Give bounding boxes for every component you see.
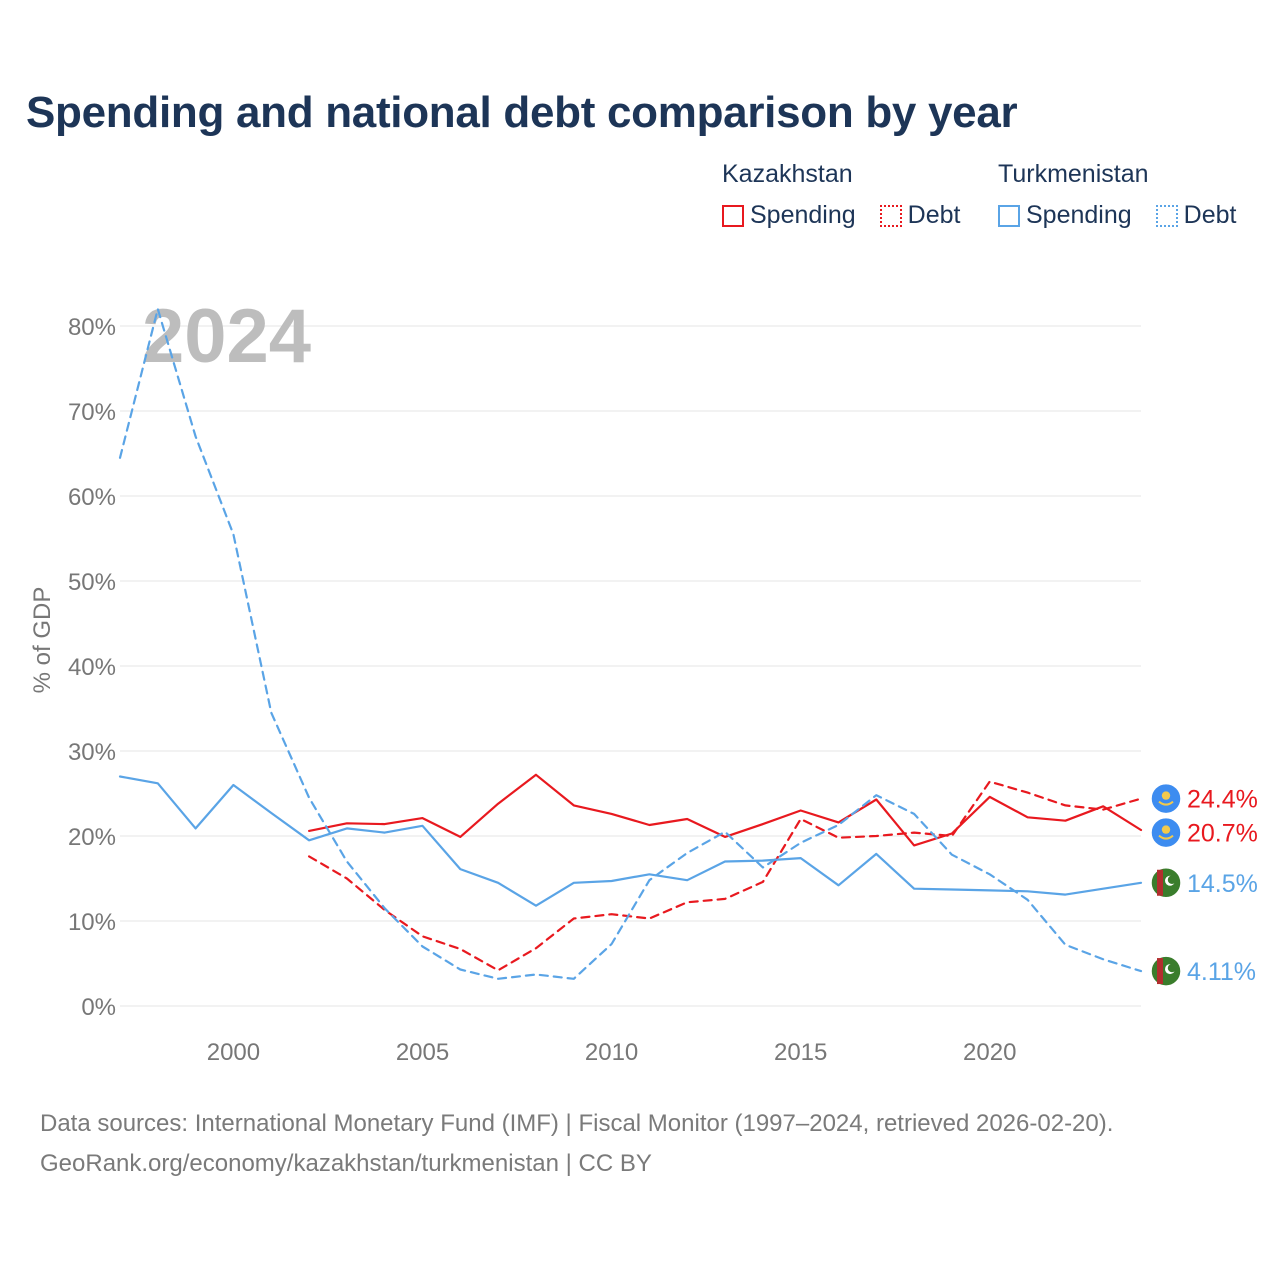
legend-swatch-solid: [998, 204, 1020, 227]
series-line-kazakhstan-debt[interactable]: [308, 780, 1143, 972]
kazakhstan-flag-icon: [1150, 782, 1182, 815]
end-value-label: 14.5%: [1187, 870, 1258, 898]
end-labels: 24.4% 20.7% 14.5% 4.11%: [1150, 782, 1258, 987]
legend-group-title: Kazakhstan: [722, 160, 853, 188]
year-watermark: 2024: [142, 294, 311, 379]
data-source-text: Data sources: International Monetary Fun…: [40, 1110, 1114, 1137]
legend-group-title: Turkmenistan: [998, 160, 1149, 188]
x-axis-ticks: 2000 2005 2010 2015 2020: [207, 1039, 1017, 1066]
chart-title: Spending and national debt comparison by…: [26, 88, 1018, 137]
legend-item-turkmenistan-debt[interactable]: Debt: [1155, 201, 1237, 230]
legend-group-turkmenistan: Turkmenistan Spending Debt: [998, 160, 1236, 230]
end-value-label: 20.7%: [1187, 820, 1258, 848]
y-axis-ticks: 0% 10% 20% 30% 40% 50% 60% 70% 80%: [68, 314, 116, 1021]
y-tick-label: 40%: [68, 654, 116, 681]
end-value-label: 24.4%: [1187, 786, 1258, 814]
legend-item-label: Spending: [750, 201, 856, 229]
y-tick-label: 10%: [68, 909, 116, 936]
x-tick-label: 2015: [774, 1039, 827, 1066]
legend-item-kazakhstan-debt[interactable]: Debt: [879, 201, 961, 230]
series-lines: [118, 307, 1143, 980]
end-value-label: 4.11%: [1187, 958, 1256, 986]
x-tick-label: 2010: [585, 1039, 638, 1066]
gridlines: [120, 325, 1141, 1007]
attribution-link[interactable]: GeoRank.org/economy/kazakhstan/turkmenis…: [40, 1150, 652, 1177]
series-line-kazakhstan-spending[interactable]: [308, 773, 1143, 847]
y-tick-label: 0%: [81, 994, 116, 1021]
kazakhstan-flag-icon: [1150, 816, 1182, 849]
y-tick-label: 80%: [68, 314, 116, 341]
turkmenistan-flag-icon: [1150, 867, 1182, 899]
y-tick-label: 60%: [68, 484, 116, 511]
footer: Data sources: International Monetary Fun…: [40, 1104, 1113, 1184]
series-line-turkmenistan-spending[interactable]: [118, 775, 1143, 907]
x-tick-label: 2020: [963, 1039, 1016, 1066]
legend-swatch-solid: [722, 204, 744, 227]
legend-item-label: Debt: [1183, 201, 1237, 229]
legend-group-kazakhstan: Kazakhstan Spending Debt: [722, 160, 960, 230]
legend-item-label: Spending: [1026, 201, 1132, 229]
series-line-turkmenistan-debt[interactable]: [118, 307, 1143, 980]
y-axis-label: % of GDP: [29, 587, 56, 694]
legend-item-turkmenistan-spending[interactable]: Spending: [998, 201, 1132, 230]
y-tick-label: 70%: [68, 399, 116, 426]
legend-swatch-dotted: [1155, 204, 1178, 227]
x-tick-label: 2000: [207, 1039, 260, 1066]
x-tick-label: 2005: [396, 1039, 449, 1066]
y-tick-label: 30%: [68, 739, 116, 766]
line-chart: 2024 0% 10% 20% 30% 40% 50% 60% 70% 80% 2000 2005…: [29, 294, 1258, 1066]
legend-item-label: Debt: [907, 201, 961, 229]
y-tick-label: 20%: [68, 824, 116, 851]
y-tick-label: 50%: [68, 569, 116, 596]
legend-swatch-dotted: [879, 204, 902, 227]
legend-item-kazakhstan-spending[interactable]: Spending: [722, 201, 856, 230]
turkmenistan-flag-icon: [1150, 955, 1182, 987]
